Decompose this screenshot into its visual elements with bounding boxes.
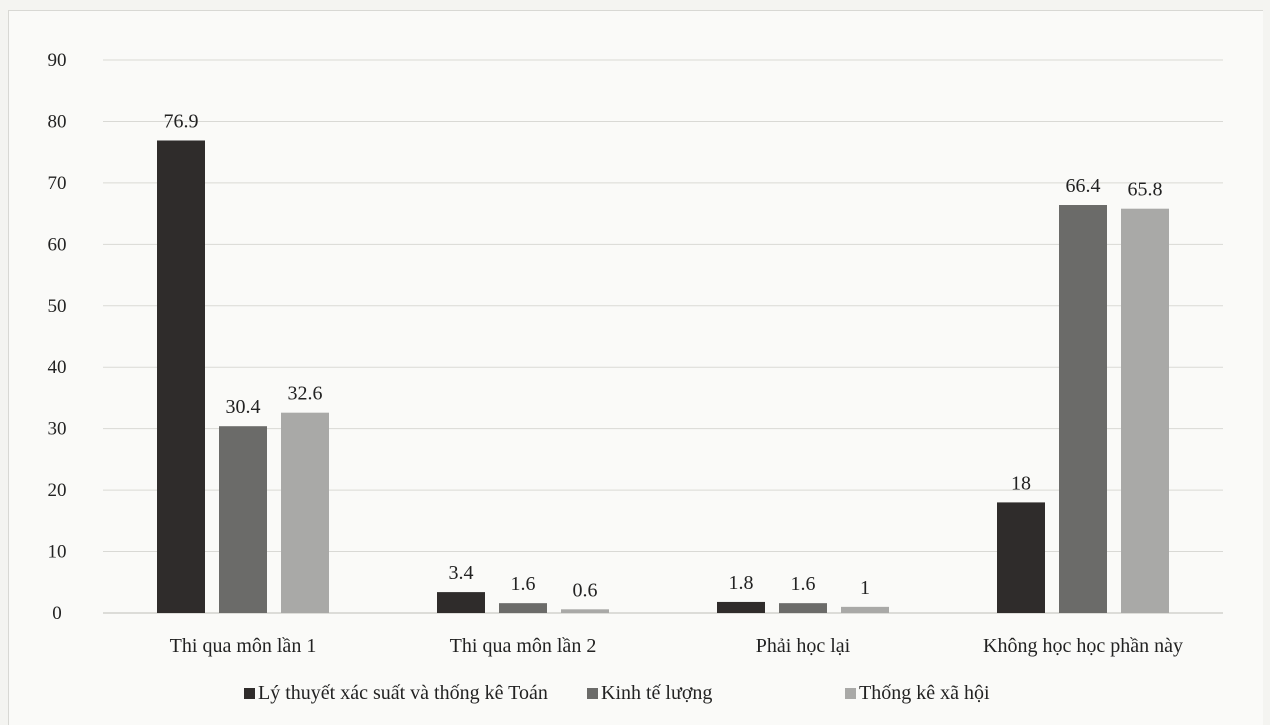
x-category-label: Thi qua môn lần 1	[170, 635, 317, 657]
data-label: 1.6	[791, 573, 816, 595]
chart-frame: 0 10 20 30 40 50 60 70 80 90 76.9 30.4 32.6 3.4 1.6 0.…	[8, 10, 1263, 725]
data-label: 3.4	[449, 562, 474, 584]
bar	[437, 592, 485, 613]
data-label: 1	[860, 577, 870, 599]
data-label: 18	[1011, 472, 1031, 494]
legend-swatch	[587, 688, 598, 699]
y-axis-ticks: 0 10 20 30 40 50 60 70 80 90	[48, 50, 67, 624]
data-label: 30.4	[226, 396, 261, 418]
bar	[157, 140, 205, 613]
bar	[779, 603, 827, 613]
bar	[561, 609, 609, 613]
x-category-label: Thi qua môn lần 2	[450, 635, 597, 657]
legend-label: Thống kê xã hội	[859, 682, 990, 704]
bars	[157, 140, 1169, 613]
y-tick-label: 90	[48, 50, 67, 71]
y-tick-label: 70	[48, 173, 67, 194]
bar	[1121, 208, 1169, 613]
y-tick-label: 20	[48, 480, 67, 501]
legend-label: Kinh tế lượng	[601, 682, 712, 704]
data-label: 0.6	[573, 579, 598, 601]
bar	[1059, 205, 1107, 613]
legend: Lý thuyết xác suất và thống kê Toán Kinh …	[244, 682, 990, 704]
data-label: 1.6	[511, 573, 536, 595]
y-tick-label: 40	[48, 357, 67, 378]
y-tick-label: 0	[52, 603, 62, 624]
y-tick-label: 80	[48, 111, 67, 132]
y-tick-label: 50	[48, 296, 67, 317]
x-category-label: Phải học lại	[756, 635, 851, 657]
bar	[499, 603, 547, 613]
y-tick-label: 30	[48, 419, 67, 440]
y-tick-label: 10	[48, 542, 67, 563]
x-category-label: Không học học phần này	[983, 635, 1183, 657]
legend-swatch	[244, 688, 255, 699]
data-labels: 76.9 30.4 32.6 3.4 1.6 0.6 1.8 1.6 1 18 66.4 65.8	[164, 110, 1163, 601]
bar-chart: 0 10 20 30 40 50 60 70 80 90 76.9 30.4 32.6 3.4 1.6 0.…	[48, 50, 1223, 704]
data-label: 1.8	[729, 572, 754, 594]
data-label: 66.4	[1066, 175, 1101, 197]
bar	[219, 426, 267, 613]
bar	[841, 606, 889, 613]
bar	[281, 412, 329, 613]
bar	[717, 601, 765, 613]
gridlines	[103, 59, 1223, 614]
data-label: 32.6	[288, 383, 323, 405]
y-tick-label: 60	[48, 234, 67, 255]
data-label: 76.9	[164, 110, 199, 132]
legend-label: Lý thuyết xác suất và thống kê Toán	[258, 682, 548, 704]
x-axis-categories: Thi qua môn lần 1 Thi qua môn lần 2 Phải h…	[170, 635, 1183, 657]
data-label: 65.8	[1128, 179, 1163, 201]
legend-swatch	[845, 688, 856, 699]
bar	[997, 502, 1045, 613]
